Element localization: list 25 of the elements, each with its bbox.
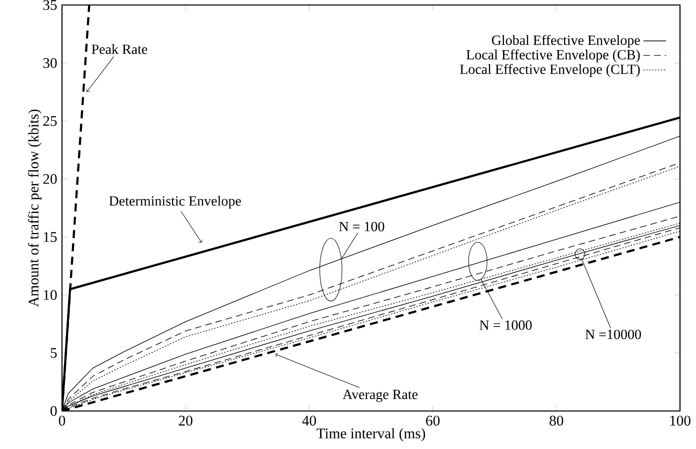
x-tick-label: 80 bbox=[550, 416, 564, 426]
x-axis-title: Time interval (ms) bbox=[316, 428, 426, 442]
y-axis-title: Amount of traffic per flow (kbits) bbox=[28, 110, 42, 307]
y-tick-label: 5 bbox=[50, 348, 57, 358]
y-tick-label: 15 bbox=[44, 232, 57, 242]
x-tick-label: 60 bbox=[426, 416, 440, 426]
y-tick-label: 25 bbox=[43, 116, 57, 126]
y-tick-label: 30 bbox=[43, 58, 57, 68]
y-tick-label: 10 bbox=[44, 290, 57, 300]
y-tick-label: 35 bbox=[43, 0, 57, 10]
annotation: N =10000 bbox=[585, 330, 641, 340]
x-tick-label: 0 bbox=[58, 416, 66, 426]
legend-label: Global Effective Envelope bbox=[492, 34, 640, 48]
x-tick-label: 100 bbox=[670, 416, 690, 426]
x-tick-label: 20 bbox=[178, 416, 192, 426]
legend-label: Local Effective Envelope (CB) bbox=[466, 49, 640, 62]
x-tick-label: 40 bbox=[302, 416, 316, 426]
y-tick-label: 20 bbox=[43, 174, 57, 184]
annotation: Deterministic Envelope bbox=[109, 196, 241, 209]
legend-label: Local Effective Envelope (CLT) bbox=[460, 64, 640, 77]
y-tick-label: 0 bbox=[50, 406, 57, 416]
annotation: N = 1000 bbox=[480, 320, 532, 330]
annotation: N = 100 bbox=[339, 222, 384, 232]
annotation: Peak Rate bbox=[92, 44, 148, 54]
annotation: Average Rate bbox=[342, 390, 418, 402]
